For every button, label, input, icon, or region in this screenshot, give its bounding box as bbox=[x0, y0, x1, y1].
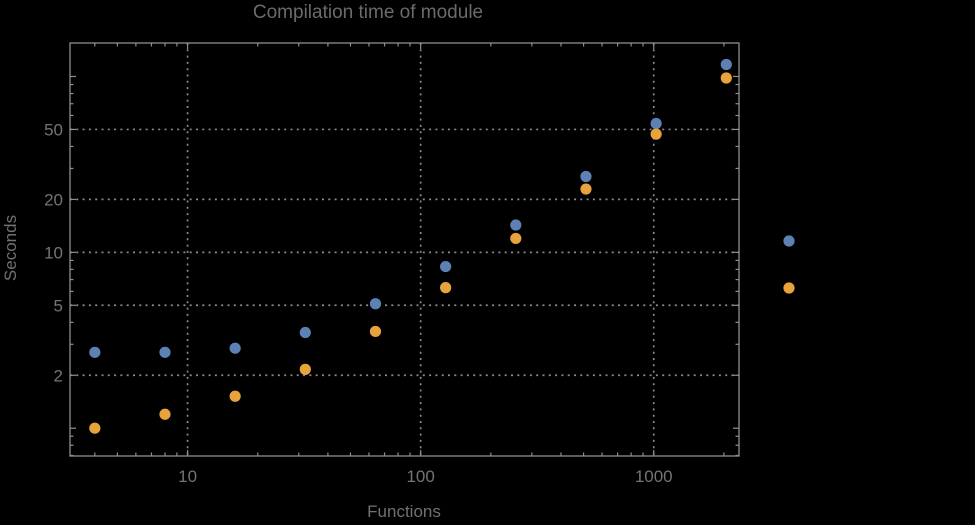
plot-frame bbox=[69, 42, 740, 457]
legend-marker-series-1 bbox=[783, 235, 795, 247]
data-point-series-1-x16 bbox=[229, 342, 241, 354]
data-point-series-1-x256 bbox=[510, 219, 522, 231]
x-tick-label-10: 10 bbox=[178, 467, 197, 486]
x-tick-label-1000: 1000 bbox=[635, 467, 673, 486]
data-point-series-1-x32 bbox=[299, 326, 311, 339]
x-axis-label: Functions bbox=[367, 502, 441, 521]
data-point-series-2-x1024 bbox=[650, 128, 662, 140]
legend-marker-series-2 bbox=[783, 282, 795, 294]
x-tick-label-100: 100 bbox=[406, 467, 434, 486]
y-tick-label-5: 5 bbox=[54, 296, 63, 315]
data-point-series-2-x8 bbox=[159, 408, 171, 420]
data-point-series-1-x4 bbox=[89, 346, 101, 358]
chart-title: Compilation time of module bbox=[252, 2, 484, 23]
data-point-series-1-x8 bbox=[159, 346, 171, 358]
data-point-series-2-x512 bbox=[580, 183, 592, 195]
data-point-series-1-x1024 bbox=[650, 117, 662, 130]
data-point-series-1-x64 bbox=[369, 298, 382, 310]
data-point-series-1-x512 bbox=[580, 170, 592, 183]
data-point-series-2-x64 bbox=[369, 325, 382, 338]
y-tick-label-50: 50 bbox=[44, 120, 63, 139]
y-tick-label-10: 10 bbox=[44, 243, 63, 262]
y-tick-label-20: 20 bbox=[44, 190, 63, 209]
data-point-series-1-x128 bbox=[440, 260, 452, 273]
y-axis-label: Seconds bbox=[1, 214, 20, 282]
data-point-series-2-x128 bbox=[440, 282, 452, 294]
data-point-series-2-x4 bbox=[89, 422, 101, 434]
data-point-series-1-x2048 bbox=[720, 58, 732, 71]
data-point-series-2-x2048 bbox=[720, 72, 732, 84]
data-point-series-2-x32 bbox=[299, 363, 311, 375]
data-point-series-2-x256 bbox=[510, 232, 522, 245]
y-tick-label-2: 2 bbox=[54, 366, 63, 385]
data-point-series-2-x16 bbox=[229, 390, 241, 402]
